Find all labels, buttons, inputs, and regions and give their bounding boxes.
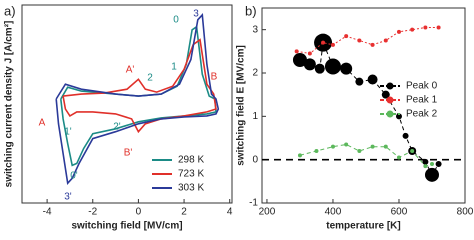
annotation: 0 (173, 15, 179, 26)
series-line (299, 40, 440, 176)
data-point (383, 144, 388, 149)
data-point (314, 149, 319, 153)
y-tick-label: 1 (252, 111, 258, 122)
data-point (314, 63, 325, 74)
data-point (324, 58, 341, 75)
legend-label: 303 K (178, 183, 204, 194)
data-point (321, 40, 326, 45)
annotation: B (211, 72, 218, 83)
data-point (292, 53, 307, 67)
x-tick-label: 400 (325, 207, 342, 218)
annotation: A (39, 118, 46, 129)
legend-label: 298 K (178, 155, 204, 166)
data-point (429, 162, 434, 166)
data-point (294, 49, 299, 54)
x-axis-label: temperature [K] (326, 221, 400, 232)
data-point (396, 29, 401, 34)
data-point (303, 58, 316, 71)
legend-label: Peak 1 (406, 95, 438, 106)
data-point (370, 42, 375, 47)
data-point (357, 149, 362, 153)
x-axis-label: switching field [MV/cm] (71, 221, 182, 232)
data-point (367, 74, 378, 85)
data-point (410, 27, 415, 32)
legend-marker (386, 96, 394, 104)
annotation: 3' (64, 192, 72, 203)
legend-label: Peak 0 (406, 81, 438, 92)
x-tick-label: 200 (259, 207, 276, 218)
data-point (435, 161, 442, 167)
legend-label: Peak 2 (406, 109, 438, 120)
legend-marker (386, 110, 394, 118)
y-tick-label: 3 (252, 24, 258, 35)
series-line (299, 143, 433, 167)
data-point (402, 132, 409, 139)
annotation: 1' (64, 127, 72, 138)
data-point (344, 34, 349, 39)
annotation: 1 (171, 62, 177, 73)
data-point (381, 90, 390, 99)
data-point (423, 164, 428, 169)
y-tick-label: 2 (252, 68, 258, 79)
plot-frame (21, 4, 233, 204)
data-point (357, 38, 362, 43)
plot-frame (261, 7, 466, 204)
data-point (355, 77, 364, 86)
annotation: 2' (113, 122, 121, 133)
annotation: 0' (70, 171, 78, 182)
y-axis-label: switching field E [MV/cm] (236, 45, 247, 166)
x-tick-label: 600 (391, 207, 408, 218)
data-point (330, 144, 335, 149)
annotation: B' (124, 148, 133, 159)
x-tick-label: 800 (457, 207, 474, 218)
series-line (55, 13, 220, 185)
data-point (395, 113, 402, 120)
x-tick-label: 0 (136, 207, 142, 218)
figure: a) switching field [MV/cm] switching curre… (4, 3, 474, 232)
legend-marker (386, 82, 394, 90)
y-tick-label: 0 (252, 154, 258, 165)
data-point (383, 38, 388, 43)
data-point (307, 51, 312, 56)
y-axis-label: switching current density J [A/cm²] (4, 21, 15, 188)
data-point (422, 158, 429, 165)
x-tick-label: 2 (181, 207, 187, 218)
data-point (424, 167, 439, 182)
data-point (410, 149, 415, 153)
panel-label: b) (245, 3, 257, 18)
data-point (297, 153, 302, 158)
y-tick-label: -1 (249, 198, 258, 209)
series-line (296, 27, 439, 55)
data-point (370, 144, 375, 149)
data-point (340, 62, 353, 75)
data-point (423, 25, 428, 30)
data-point (344, 142, 349, 147)
annotation: A' (126, 65, 135, 76)
series-line (62, 38, 217, 134)
x-tick-label: -2 (88, 207, 97, 218)
data-point (330, 42, 335, 47)
annotation: 2 (147, 73, 153, 84)
x-tick-label: -4 (43, 207, 52, 218)
panel-label: a) (4, 3, 16, 18)
x-tick-label: 4 (227, 207, 233, 218)
annotation: 3 (193, 9, 199, 20)
data-point (396, 155, 401, 160)
legend-label: 723 K (178, 169, 204, 180)
data-point (436, 25, 441, 30)
